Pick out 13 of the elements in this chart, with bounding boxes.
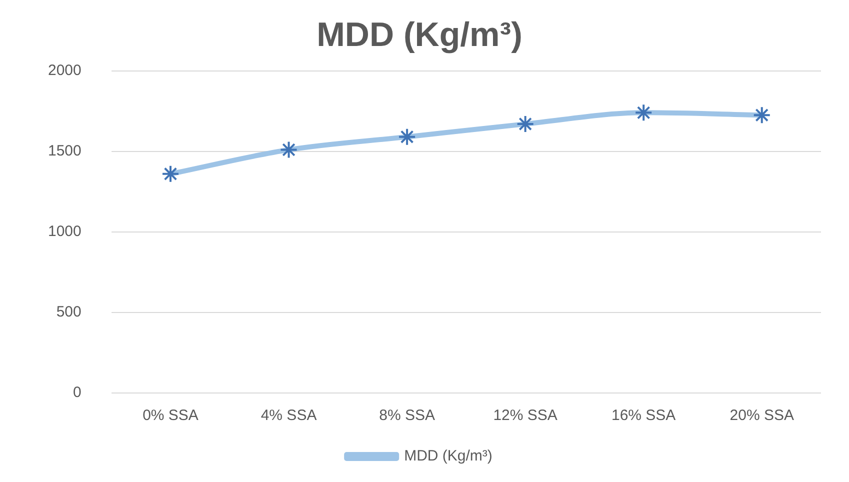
x-tick-label: 8% SSA	[379, 407, 435, 424]
y-tick-label: 1000	[48, 223, 82, 240]
y-tick-label: 2000	[48, 62, 82, 79]
x-tick-label: 16% SSA	[611, 407, 676, 424]
x-tick-label: 4% SSA	[260, 407, 317, 424]
x-tick-label: 20% SSA	[730, 407, 794, 424]
x-tick-label: 0% SSA	[142, 407, 198, 424]
y-tick-label: 500	[56, 304, 82, 321]
y-tick-label: 1500	[48, 142, 82, 160]
legend-label: MDD (Kg/m³)	[404, 448, 492, 465]
chart-title: MDD (Kg/m³)	[316, 16, 522, 54]
y-tick-label: 0	[73, 384, 82, 402]
x-tick-label: 12% SSA	[493, 407, 558, 424]
